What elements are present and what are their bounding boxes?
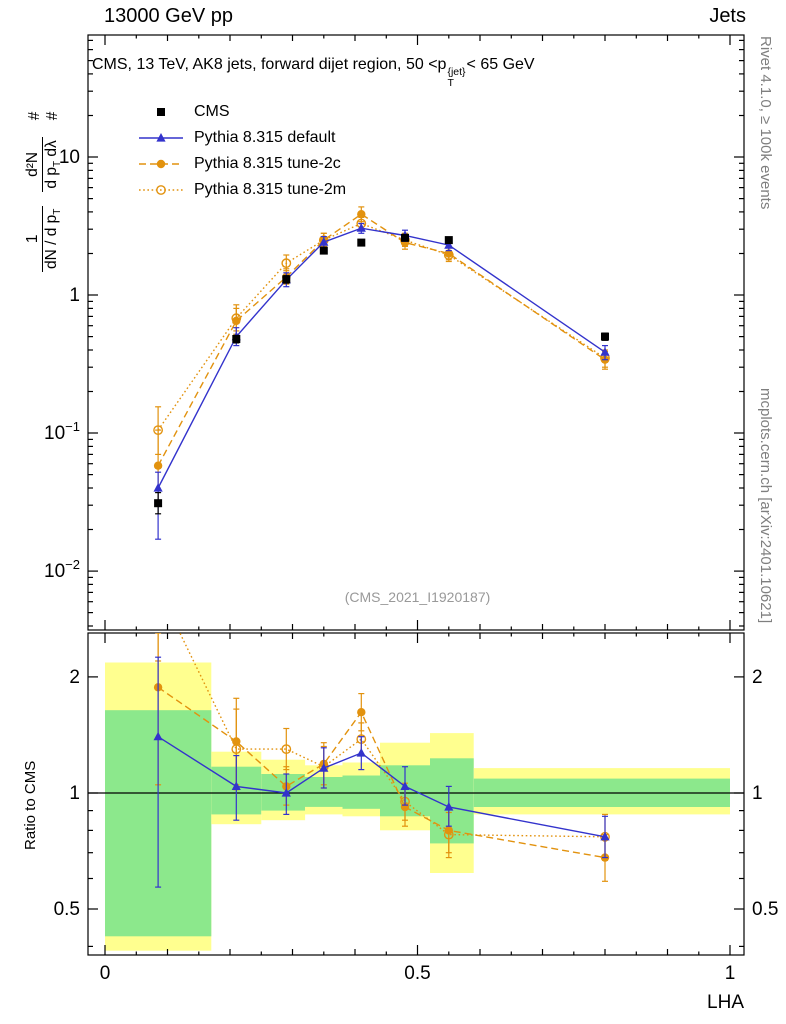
svg-text:2: 2 (69, 667, 80, 688)
y-label-fraction-2: d²N d pT dλ (24, 137, 64, 192)
svg-text:0.5: 0.5 (54, 899, 80, 920)
legend-label-tune2m: Pythia 8.315 tune-2m (194, 181, 347, 198)
legend-label-tune2c: Pythia 8.315 tune-2c (194, 155, 341, 172)
legend-label-cms: CMS (194, 103, 230, 120)
legend-marker-default (139, 133, 183, 142)
legend-item-tune2m: Pythia 8.315 tune-2m (137, 181, 346, 199)
svg-text:0.5: 0.5 (752, 899, 778, 920)
legend: CMS Pythia 8.315 default Pythia 8.315 tune… (137, 103, 346, 207)
plot-title: CMS, 13 TeV, AK8 jets, forward dijet reg… (92, 56, 535, 90)
y-label-hash-marks: # # (25, 111, 61, 121)
svg-text:1: 1 (725, 963, 736, 984)
legend-item-default: Pythia 8.315 default (137, 129, 346, 147)
svg-text:10−1: 10−1 (44, 419, 80, 444)
svg-text:0.5: 0.5 (404, 963, 430, 984)
rivet-version-note: Rivet 4.1.0, ≥ 100k events (757, 36, 774, 210)
beam-energy-label: 13000 GeV pp (104, 5, 233, 27)
legend-marker-cms (157, 108, 165, 116)
plot-title-text: CMS, 13 TeV, AK8 jets, forward dijet reg… (92, 56, 447, 73)
legend-marker-tune2c (139, 159, 183, 169)
svg-text:1: 1 (69, 783, 80, 804)
svg-text:1: 1 (752, 783, 763, 804)
legend-item-tune2c: Pythia 8.315 tune-2c (137, 155, 346, 173)
legend-item-cms: CMS (137, 103, 346, 121)
y-label-fraction-1: 1 dN / d pT (24, 205, 64, 272)
svg-text:10: 10 (59, 147, 80, 168)
pt-jet-script: {jet} T (447, 66, 466, 90)
svg-text:LHA: LHA (707, 992, 744, 1013)
svg-text:10−2: 10−2 (44, 557, 80, 582)
analysis-id-watermark: (CMS_2021_I1920187) (344, 589, 491, 605)
main-y-axis-label: 1 dN / d pT d²N d pT dλ # # (24, 109, 64, 272)
mcplots-citation-note: mcplots.cern.ch [arXiv:2401.10621] (757, 388, 774, 624)
analysis-group-label: Jets (709, 5, 746, 27)
svg-text:1: 1 (69, 285, 80, 306)
svg-text:0: 0 (100, 963, 111, 984)
svg-text:2: 2 (752, 667, 763, 688)
legend-label-default: Pythia 8.315 default (194, 129, 336, 146)
legend-marker-tune2m (139, 185, 183, 195)
ratio-y-axis-label: Ratio to CMS (22, 760, 39, 850)
